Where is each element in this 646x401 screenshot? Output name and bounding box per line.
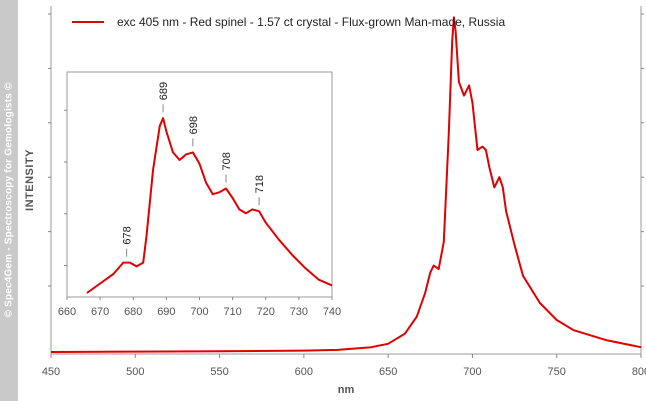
peak-label: 689 [158,82,170,100]
inset-x-tick-label: 720 [257,306,275,318]
x-tick-label: 550 [210,366,228,378]
x-axis-label: nm [338,384,355,396]
peak-label: 678 [122,226,134,244]
x-tick-label: 700 [463,366,481,378]
x-tick-label: 600 [295,366,313,378]
peak-label: 718 [254,175,266,193]
inset-x-tick-label: 680 [124,306,142,318]
watermark-strip: © Spec4Gem - Spectroscopy for Gemologist… [0,0,18,401]
x-tick-label: 500 [126,366,144,378]
inset-x-tick-label: 700 [190,306,208,318]
x-tick-label: 750 [548,366,566,378]
x-tick-label: 650 [379,366,397,378]
inset-x-tick-label: 730 [290,306,308,318]
inset-x-tick-label: 670 [91,306,109,318]
inset-x-tick-label: 660 [58,306,76,318]
x-tick-label: 800 [632,366,646,378]
peak-label: 708 [221,152,233,170]
inset-x-tick-label: 740 [323,306,341,318]
inset-spectrum-line [86,117,333,294]
main-axes: 450 500 550 600 650 700 750 800 nm exc 405 nm - R… [42,6,646,396]
inset-x-tick-label: 710 [223,306,241,318]
x-tick-label: 450 [42,366,60,378]
inset-chart: 660 670 680 690 700 710 720 730 740 678 689 698 708 7… [58,71,341,318]
legend-label: exc 405 nm - Red spinel - 1.57 ct crysta… [117,15,505,29]
inset-x-tick-label: 690 [157,306,175,318]
inset-frame [66,71,333,298]
spectrum-line [50,16,642,353]
peak-label: 698 [188,116,200,134]
